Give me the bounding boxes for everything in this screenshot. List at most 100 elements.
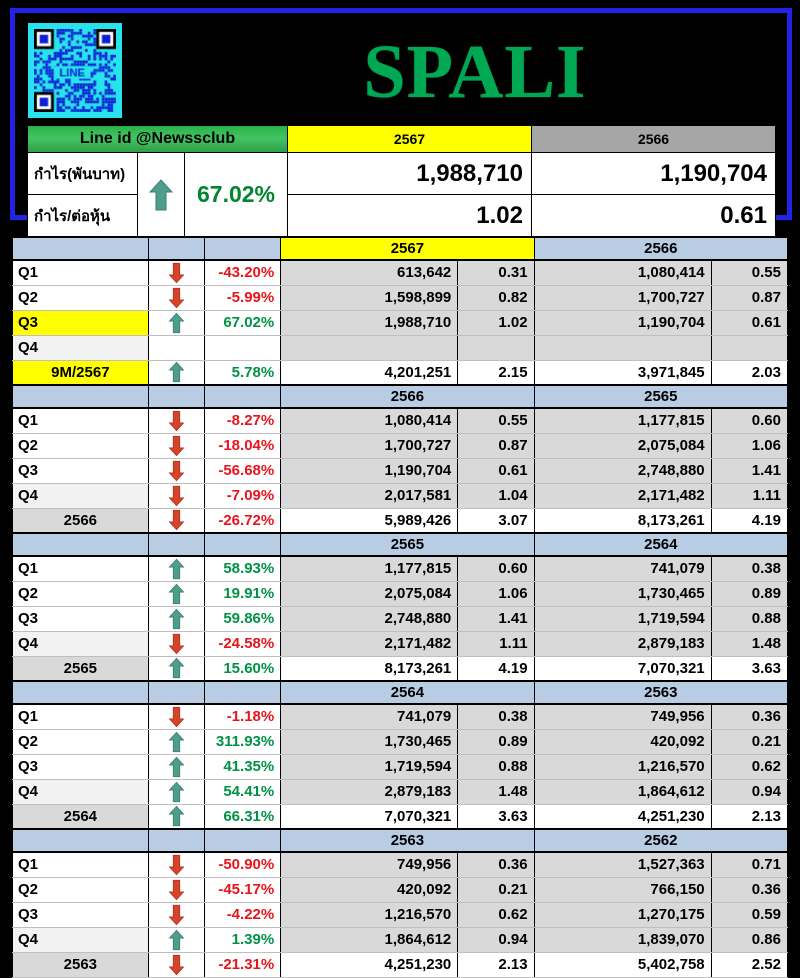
qr-code-canvas	[34, 29, 116, 112]
header-summary-table: Line id @Newssclub 2567 2566 กำไร(พันบาท…	[27, 125, 776, 237]
arrow-up-icon	[168, 805, 185, 827]
row-trend-arrow	[147, 259, 205, 286]
table-row: Q4 -24.58% 2,171,482 1.11 2,879,183 1.48	[12, 630, 789, 657]
arrow-up-icon	[168, 608, 185, 629]
row-trend-arrow	[147, 851, 205, 878]
row-change-pct: 5.78%	[203, 359, 282, 386]
row-profit-left: 1,700,727	[280, 432, 459, 459]
row-label: Q3	[12, 753, 149, 780]
row-eps-right: 0.59	[710, 901, 789, 928]
row-trend-arrow	[147, 703, 205, 730]
row-change-pct: 19.91%	[203, 580, 282, 607]
row-trend-arrow	[147, 728, 205, 755]
arrow-up-icon	[168, 756, 185, 777]
row-profit-left: 749,956	[280, 851, 459, 878]
group-year-right: 2566	[533, 236, 789, 261]
table-row: Q2 19.91% 2,075,084 1.06 1,730,465 0.89	[12, 580, 789, 607]
row-eps-right: 4.19	[710, 507, 789, 534]
row-eps-left: 0.94	[457, 926, 535, 953]
table-row: Q1 -1.18% 741,079 0.38 749,956 0.36	[12, 703, 789, 730]
row-eps-left: 0.36	[457, 851, 535, 878]
row-trend-arrow	[147, 457, 205, 484]
header-profit-prev: 1,190,704	[531, 152, 776, 195]
table-group-header: 2565 2564	[12, 532, 789, 557]
row-change-pct: -43.20%	[203, 259, 282, 286]
row-change-pct: -7.09%	[203, 482, 282, 509]
arrow-down-icon	[168, 854, 185, 876]
group-header-blank	[12, 532, 149, 557]
row-eps-left: 2.13	[457, 951, 535, 978]
row-profit-right: 1,080,414	[533, 259, 712, 286]
row-label: Q1	[12, 259, 149, 286]
row-eps-left: 3.07	[457, 507, 535, 534]
row-eps-left: 3.63	[457, 803, 535, 830]
row-eps-left: 0.61	[457, 457, 535, 484]
row-eps-left: 1.41	[457, 605, 535, 632]
row-eps-right: 0.87	[710, 284, 789, 311]
row-label: Q3	[12, 605, 149, 632]
row-profit-right: 1,527,363	[533, 851, 712, 878]
row-trend-arrow	[147, 630, 205, 657]
row-eps-left: 1.02	[457, 309, 535, 336]
row-trend-arrow	[147, 901, 205, 928]
row-profit-left: 5,989,426	[280, 507, 459, 534]
row-eps-right: 1.06	[710, 432, 789, 459]
row-eps-right: 0.88	[710, 605, 789, 632]
arrow-up-icon	[148, 178, 174, 210]
group-header-blank	[12, 236, 149, 261]
arrow-up-icon	[168, 361, 185, 383]
page-title: SPALI	[363, 30, 587, 114]
row-label: Q1	[12, 555, 149, 582]
row-profit-left: 613,642	[280, 259, 459, 286]
row-label: Q1	[12, 851, 149, 878]
table-group-header: 2566 2565	[12, 384, 789, 409]
line-qr-code[interactable]	[28, 23, 122, 118]
header-eps-current: 1.02	[287, 194, 532, 237]
row-change-pct: -1.18%	[203, 703, 282, 730]
row-profit-left: 1,864,612	[280, 926, 459, 953]
row-eps-right: 0.36	[710, 876, 789, 903]
row-profit-left: 1,190,704	[280, 457, 459, 484]
row-trend-arrow	[147, 309, 205, 336]
row-profit-right: 5,402,758	[533, 951, 712, 978]
header-change-arrow-icon	[137, 152, 185, 237]
group-header-blank	[147, 236, 205, 261]
table-row: Q2 -18.04% 1,700,727 0.87 2,075,084 1.06	[12, 432, 789, 459]
row-eps-left: 0.62	[457, 901, 535, 928]
arrow-up-icon	[168, 583, 185, 604]
header-profit-row: กำไร(พันบาท) 67.02% 1,988,710 1,190,704	[27, 152, 776, 237]
table-group-header: 2567 2566	[12, 236, 789, 261]
arrow-up-icon	[168, 558, 185, 579]
row-trend-arrow	[147, 951, 205, 978]
row-change-pct: -56.68%	[203, 457, 282, 484]
row-change-pct: 41.35%	[203, 753, 282, 780]
header-change-pct: 67.02%	[184, 152, 288, 237]
table-row: 9M/2567 5.78% 4,201,251 2.15 3,971,845 2.03	[12, 359, 789, 386]
table-row: Q3 59.86% 2,748,880 1.41 1,719,594 0.88	[12, 605, 789, 632]
group-year-right: 2564	[533, 532, 789, 557]
arrow-down-icon	[168, 460, 185, 481]
table-row: Q4 -7.09% 2,017,581 1.04 2,171,482 1.11	[12, 482, 789, 509]
group-year-right: 2562	[533, 828, 789, 853]
row-label: Q2	[12, 432, 149, 459]
row-trend-arrow	[147, 284, 205, 311]
row-eps-right: 0.60	[710, 407, 789, 434]
row-eps-right: 0.71	[710, 851, 789, 878]
row-eps-left: 0.55	[457, 407, 535, 434]
row-label: Q1	[12, 407, 149, 434]
table-row: 2563 -21.31% 4,251,230 2.13 5,402,758 2.52	[12, 951, 789, 978]
group-header-blank	[12, 828, 149, 853]
row-profit-left: 2,748,880	[280, 605, 459, 632]
group-year-left: 2566	[280, 384, 535, 409]
row-trend-arrow	[147, 482, 205, 509]
row-profit-left: 2,879,183	[280, 778, 459, 805]
row-profit-left: 1,216,570	[280, 901, 459, 928]
row-label: Q3	[12, 901, 149, 928]
group-year-left: 2565	[280, 532, 535, 557]
quarterly-comparison-table: 2567 2566 Q1 -43.20% 613,642 0.31 1,080,414 0.5…	[12, 236, 789, 978]
row-profit-right: 2,075,084	[533, 432, 712, 459]
row-profit-right: 1,700,727	[533, 284, 712, 311]
arrow-down-icon	[168, 904, 185, 925]
group-header-blank	[203, 532, 282, 557]
row-profit-left: 1,988,710	[280, 309, 459, 336]
